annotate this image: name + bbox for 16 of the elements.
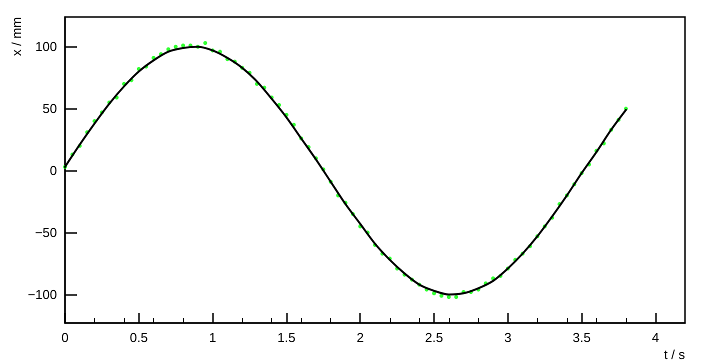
x-tick-label: 0 bbox=[61, 330, 69, 345]
x-tick-label: 0.5 bbox=[130, 330, 148, 345]
y-tick-label: 50 bbox=[42, 101, 57, 116]
x-axis-title: t / s bbox=[664, 347, 686, 362]
y-tick-label: 0 bbox=[50, 163, 57, 178]
y-tick-label: −50 bbox=[34, 225, 57, 240]
y-tick-label: 100 bbox=[35, 39, 57, 54]
y-tick-label: −100 bbox=[28, 287, 57, 302]
x-tick-label: 4 bbox=[652, 330, 660, 345]
x-tick-label: 1 bbox=[209, 330, 216, 345]
x-tick-label: 1.5 bbox=[277, 330, 296, 345]
x-tick-label: 2 bbox=[356, 330, 364, 345]
x-tick-label: 3 bbox=[504, 330, 512, 345]
y-axis-title: x / mm bbox=[9, 17, 24, 56]
x-tick-label: 2.5 bbox=[425, 330, 444, 345]
x-tick-label: 3.5 bbox=[572, 330, 591, 345]
